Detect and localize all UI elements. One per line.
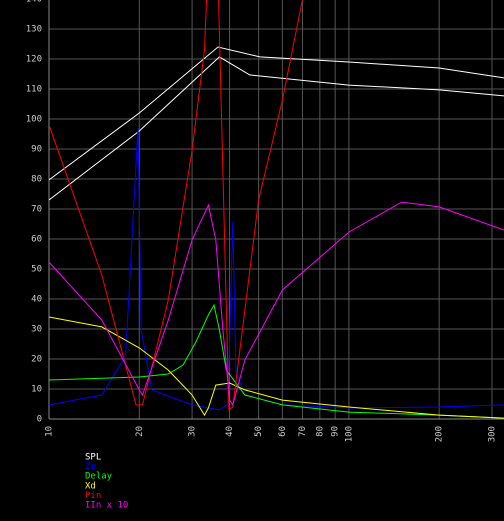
x-tick-label: 70 [298,426,308,437]
y-tick-label: 50 [31,265,42,275]
grid [48,0,504,420]
y-tick-label: 80 [31,175,42,185]
series-line [49,201,504,407]
y-tick-label: 30 [31,325,42,335]
y-tick-label: 10 [31,385,42,395]
y-tick-label: 40 [31,295,42,305]
legend-entry: IIn x 10 [85,501,128,511]
series-line [49,0,303,411]
x-tick-label: 30 [188,426,198,437]
series-line [49,56,504,201]
x-tick-label: 10 [45,426,55,437]
legend-entry: Delay [85,472,113,482]
y-tick-label: 70 [31,205,42,215]
series-line [49,127,504,411]
x-tick-label: 20 [135,426,145,437]
y-tick-label: 120 [26,55,42,65]
legend-entry: Pin [85,491,101,501]
x-tick-label: 40 [225,426,235,437]
labels: 0102030405060708090100110120130140102030… [26,0,498,511]
x-tick-label: 50 [254,426,264,437]
y-tick-label: 60 [31,235,42,245]
x-tick-label: 90 [331,426,341,437]
series-line [49,46,504,181]
series-line [49,316,504,419]
y-tick-label: 90 [31,145,42,155]
legend-entry: SPL [85,453,101,463]
legend-entry: Ze [85,462,96,472]
x-tick-label: 80 [315,426,325,437]
x-tick-label: 200 [435,426,445,442]
y-tick-label: 110 [26,85,42,95]
plot-area [49,0,504,419]
y-tick-label: 130 [26,25,42,35]
x-tick-label: 100 [344,426,354,442]
y-tick-label: 140 [26,0,42,5]
y-tick-label: 100 [26,115,42,125]
legend-entry: Xd [85,481,96,491]
y-tick-label: 0 [37,415,42,425]
x-tick-label: 300 [487,426,497,442]
y-tick-label: 20 [31,355,42,365]
x-tick-label: 60 [278,426,288,437]
